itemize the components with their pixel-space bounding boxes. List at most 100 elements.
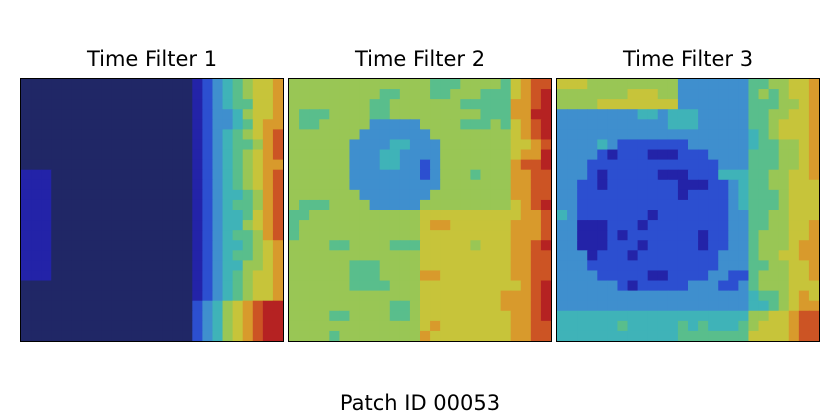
heatmap-cell	[152, 230, 163, 241]
heatmap-cell	[688, 79, 699, 90]
heatmap-cell	[440, 300, 451, 312]
heatmap-cell	[61, 139, 72, 151]
heatmap-cell	[131, 199, 143, 211]
heatmap-cell	[500, 129, 512, 141]
heatmap-cell	[339, 89, 351, 100]
heatmap-cell	[430, 210, 441, 221]
heatmap-cell	[470, 260, 482, 272]
heatmap-cell	[41, 129, 52, 141]
heatmap-cell	[808, 330, 819, 341]
heatmap-cell	[309, 139, 320, 151]
heatmap-cell	[748, 129, 760, 141]
heatmap-cell	[450, 129, 461, 141]
heatmap-cell	[81, 179, 93, 191]
heatmap-cell	[71, 199, 83, 211]
heatmap-cell	[222, 199, 234, 211]
heatmap-cell	[131, 320, 143, 332]
heatmap-cell	[470, 330, 482, 341]
heatmap-cell	[440, 290, 451, 302]
heatmap-cell	[131, 169, 143, 181]
heatmap-cell	[349, 79, 361, 90]
heatmap-cell	[21, 119, 32, 130]
heatmap-cell	[262, 250, 274, 261]
heatmap-cell	[172, 300, 183, 312]
heatmap-cell	[141, 260, 153, 272]
heatmap-cell	[222, 189, 234, 201]
heatmap-cell	[470, 320, 482, 332]
heatmap-cell	[359, 240, 371, 251]
heatmap-cell	[470, 79, 482, 90]
heatmap-cell	[798, 119, 810, 130]
heatmap-cell	[289, 300, 300, 312]
heatmap-cell	[470, 89, 482, 100]
heatmap-cell	[748, 230, 760, 241]
heatmap-cell	[510, 139, 522, 151]
heatmap-cell	[262, 89, 274, 100]
heatmap-cell	[677, 320, 689, 332]
heatmap-cell	[587, 129, 598, 141]
heatmap-cell	[379, 250, 391, 261]
heatmap-cell	[91, 99, 103, 110]
heatmap-cell	[299, 149, 310, 161]
heatmap-cell	[607, 189, 619, 201]
heatmap-cell	[728, 210, 739, 221]
heatmap-cell	[131, 210, 143, 221]
heatmap-cell	[101, 199, 113, 211]
heatmap-cell	[440, 129, 451, 141]
heatmap-cell	[339, 149, 351, 161]
heatmap-cell	[647, 300, 659, 312]
heatmap-cell	[152, 109, 163, 120]
heatmap-cell	[718, 119, 729, 130]
heatmap-cell	[430, 199, 441, 211]
heatmap-cell	[698, 230, 709, 241]
heatmap-cell	[349, 129, 361, 141]
heatmap-cell	[748, 270, 760, 282]
heatmap-cell	[369, 300, 381, 312]
heatmap-cell	[460, 159, 471, 171]
heatmap-cell	[597, 290, 608, 302]
heatmap-cell	[41, 240, 52, 251]
heatmap-cell	[768, 179, 780, 191]
heatmap-cell	[212, 260, 224, 272]
heatmap-cell	[577, 280, 588, 292]
heatmap-cell	[788, 330, 800, 341]
heatmap-cell	[768, 149, 780, 161]
heatmap-cell	[212, 250, 224, 261]
heatmap-cell	[768, 79, 780, 90]
heatmap-cell	[567, 149, 578, 161]
heatmap-cell	[31, 129, 42, 141]
heatmap-cell	[121, 159, 133, 171]
heatmap-cell	[490, 139, 502, 151]
heatmap-cell	[31, 280, 42, 292]
heatmap-cell	[121, 300, 133, 312]
heatmap-cell	[657, 260, 669, 272]
heatmap-cell	[101, 139, 113, 151]
heatmap-cell	[339, 119, 351, 130]
heatmap-cell	[778, 89, 790, 100]
heatmap-cell	[121, 79, 133, 90]
heatmap-cell	[369, 129, 381, 141]
heatmap-cell	[131, 89, 143, 100]
heatmap-cell	[557, 129, 568, 141]
heatmap-cell	[577, 240, 588, 251]
heatmap-cell	[349, 199, 361, 211]
heatmap-cell	[480, 290, 492, 302]
heatmap-cell	[500, 79, 512, 90]
heatmap-cell	[101, 179, 113, 191]
heatmap-cell	[500, 179, 512, 191]
heatmap-cell	[242, 79, 254, 90]
heatmap-cell	[141, 240, 153, 251]
heatmap-cell	[182, 119, 193, 130]
heatmap-panel-3	[556, 78, 820, 342]
heatmap-cell	[430, 99, 441, 110]
heatmap-cell	[379, 240, 391, 251]
heatmap-cell	[657, 300, 669, 312]
heatmap-cell	[111, 260, 123, 272]
heatmap-cell	[798, 199, 810, 211]
heatmap-cell	[31, 149, 42, 161]
heatmap-cell	[430, 320, 441, 332]
heatmap-cell	[647, 250, 659, 261]
heatmap-cell	[677, 260, 689, 272]
heatmap-cell	[480, 310, 492, 322]
heatmap-cell	[31, 119, 42, 130]
